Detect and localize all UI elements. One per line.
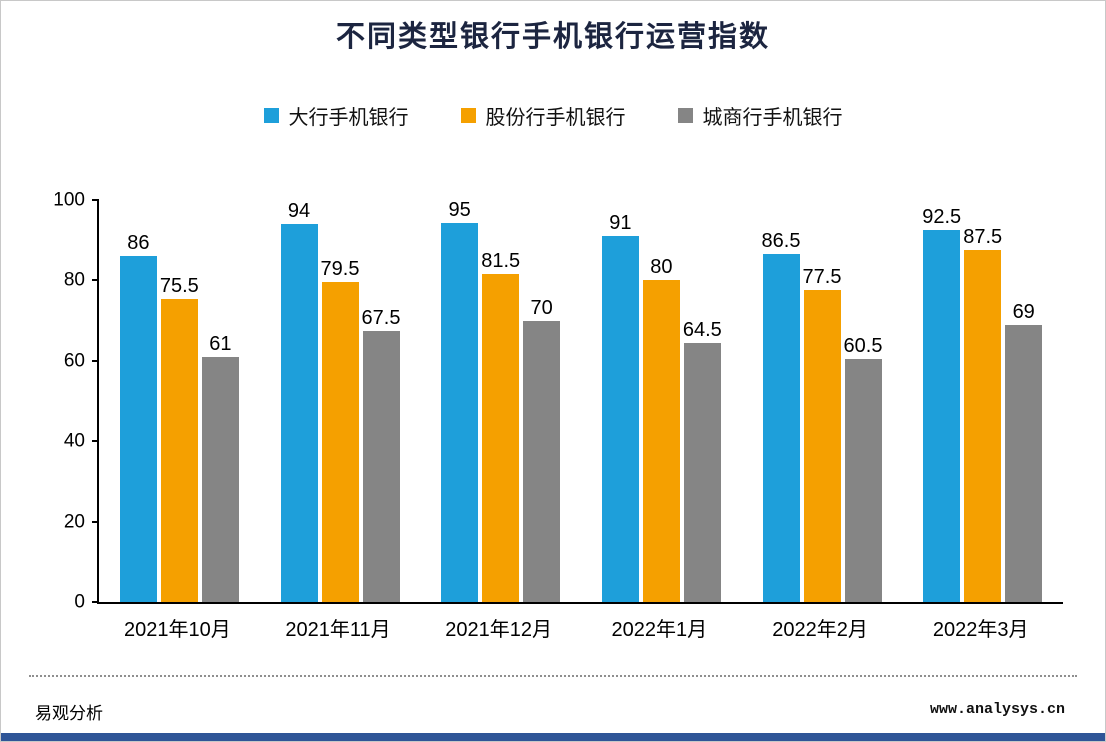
y-axis-label: 0: [74, 591, 85, 613]
bar: [844, 358, 882, 602]
footer-brand-label: 易观分析: [35, 704, 103, 723]
bar-unit: 75.5: [159, 200, 199, 602]
bar-value-label: 81.5: [481, 250, 521, 273]
legend-item: 股份行手机银行: [460, 101, 626, 130]
bar: [362, 330, 400, 602]
y-axis-tick: [92, 279, 99, 282]
y-axis-label: 80: [63, 269, 85, 291]
bar-value-label: 64.5: [682, 318, 722, 341]
bar-value-label: 91: [609, 212, 632, 235]
bar-value-label: 94: [287, 200, 311, 223]
x-axis-label: 2022年1月: [611, 619, 708, 641]
bar-value-label: 95: [448, 199, 471, 221]
bar-group: 94 79.5 67.5: [260, 200, 421, 602]
plot-area: 0 20 40 60 80 100 86 75.5 61 94 79.5 67.5 95 81.5 70 91…: [53, 191, 1063, 612]
legend-label: 城商行手机银行: [702, 107, 843, 129]
bar: [683, 342, 721, 602]
bar: [119, 256, 157, 602]
y-axis-tick: [92, 359, 99, 362]
bar-group: 92.5 87.5 69: [902, 200, 1063, 602]
bar-value-label: 87.5: [963, 226, 1003, 249]
bar: [1005, 324, 1043, 602]
chart-title: 不同类型银行手机银行运营指数: [335, 21, 770, 53]
bar-value-label: 86: [127, 232, 150, 255]
x-axis-label: 2021年12月: [445, 619, 553, 641]
bar-unit: 61: [201, 200, 239, 602]
bar-unit: 94: [280, 200, 318, 602]
bar-value-label: 80: [650, 256, 673, 279]
bar-unit: 79.5: [320, 200, 360, 602]
x-axis-label: 2021年10月: [123, 619, 231, 641]
legend-item: 大行手机银行: [263, 101, 409, 130]
y-axis-label: 20: [63, 511, 85, 533]
bar: [321, 282, 359, 602]
bar-unit: 86.5: [761, 200, 801, 602]
legend-swatch-icon: [460, 108, 476, 123]
bar-value-label: 60.5: [843, 334, 883, 357]
y-axis-tick: [92, 601, 99, 603]
bar-group: 86.5 77.5 60.5: [742, 200, 903, 602]
bar-value-label: 77.5: [802, 266, 842, 289]
bar-unit: 91: [601, 200, 639, 602]
bar-unit: 92.5: [922, 200, 962, 602]
bar: [601, 236, 639, 602]
bar: [964, 250, 1002, 602]
bar-unit: 70: [523, 200, 561, 602]
bar: [762, 254, 800, 602]
bar-unit: 77.5: [802, 200, 842, 602]
bar-group: 95 81.5 70: [420, 200, 581, 602]
bar-value-label: 67.5: [361, 306, 401, 329]
bar: [482, 274, 520, 602]
legend: 大行手机银行 股份行手机银行 城商行手机银行: [1, 101, 1105, 130]
legend-swatch-icon: [677, 108, 693, 123]
bar-unit: 95: [441, 199, 479, 602]
y-axis-tick: [92, 199, 99, 201]
bar-unit: 60.5: [843, 200, 883, 602]
bar: [642, 280, 680, 602]
x-axis-label: 2022年2月: [772, 619, 868, 641]
footer-website-label: www.analysys.cn: [929, 701, 1065, 718]
bar-value-label: 79.5: [320, 258, 360, 281]
y-axis-tick: [92, 520, 99, 523]
x-axis-label: 2022年3月: [932, 619, 1029, 641]
bar-unit: 69: [1005, 200, 1043, 602]
bar: [441, 223, 479, 602]
bar-value-label: 61: [209, 332, 232, 355]
bar-group: 86 75.5 61: [99, 200, 260, 602]
x-axis-labels: 2021年10月 2021年11月 2021年12月 2022年1月 2022年2月 20…: [97, 605, 1061, 642]
bar: [923, 230, 961, 602]
y-axis-label: 100: [53, 189, 85, 211]
legend-label: 大行手机银行: [288, 107, 409, 129]
bar-value-label: 70: [530, 296, 553, 319]
footer-divider: [29, 675, 1077, 677]
bar: [280, 224, 318, 602]
bar-unit: 64.5: [682, 200, 722, 602]
x-axis-label: 2021年11月: [285, 619, 391, 641]
bar-value-label: 86.5: [761, 230, 801, 253]
y-axis-label: 60: [63, 350, 85, 372]
bar-group: 91 80 64.5: [581, 200, 742, 602]
bar: [803, 290, 841, 602]
bottom-accent-bar: [1, 733, 1105, 741]
bar: [160, 298, 198, 602]
bar-unit: 87.5: [963, 200, 1003, 602]
y-axis-label: 40: [63, 430, 85, 452]
legend-item: 城商行手机银行: [677, 101, 843, 130]
bar-value-label: 75.5: [159, 274, 199, 297]
bar-unit: 81.5: [481, 200, 521, 602]
y-axis-tick: [92, 440, 99, 443]
bar-unit: 80: [642, 200, 680, 602]
legend-swatch-icon: [263, 108, 279, 123]
bar-value-label: 69: [1012, 300, 1035, 323]
bar-value-label: 92.5: [922, 206, 962, 229]
bar-unit: 67.5: [361, 200, 401, 602]
bar: [523, 320, 561, 602]
legend-label: 股份行手机银行: [485, 107, 626, 129]
bar-unit: 86: [119, 200, 157, 602]
bar: [201, 356, 239, 602]
